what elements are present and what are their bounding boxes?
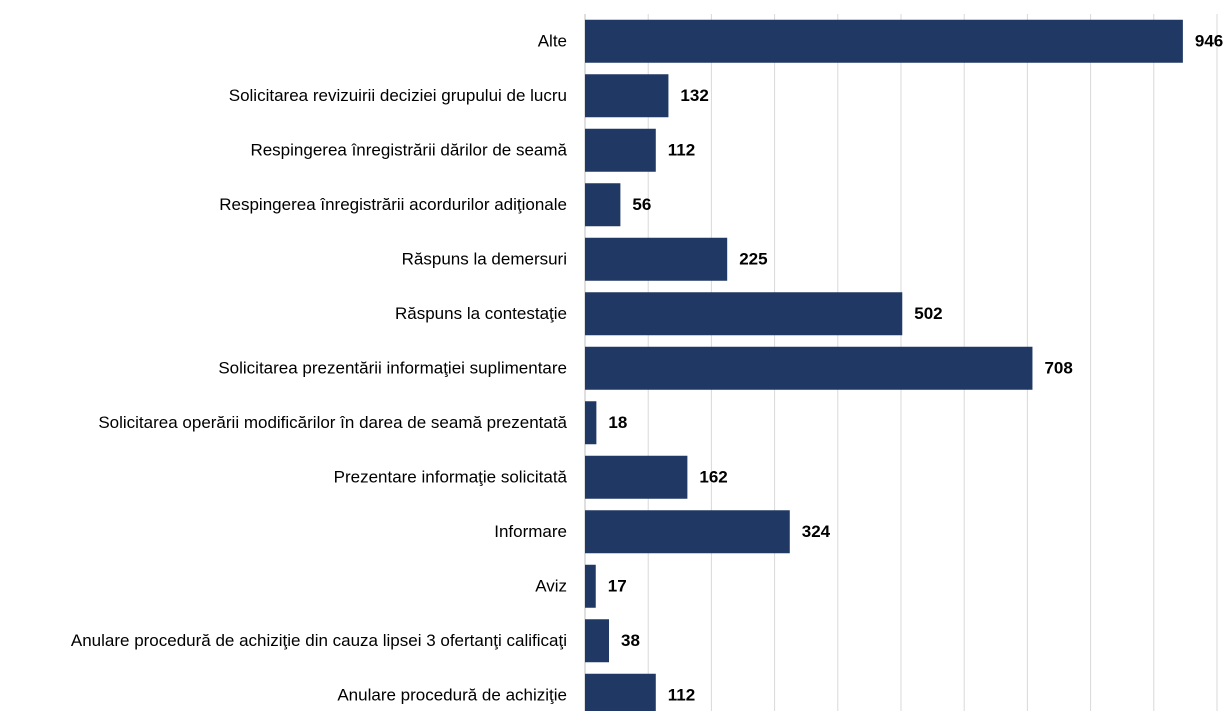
y-tick-label: Anulare procedură de achiziţie [337,686,567,705]
y-tick-label: Aviz [535,577,567,596]
bar [585,619,610,663]
y-tick-label: Solicitarea operării modificărilor în da… [98,413,567,432]
y-tick-label: Respingerea înregistrării dărilor de sea… [250,141,567,160]
data-label: 132 [680,86,708,105]
y-tick-label: Răspuns la contestaţie [395,304,567,323]
y-tick-label: Solicitarea revizuirii deciziei grupului… [229,86,567,105]
data-label: 502 [914,304,942,323]
bar [585,74,669,118]
bar [585,183,621,227]
bar [585,564,596,608]
bar [585,510,790,554]
y-tick-label: Solicitarea prezentării informaţiei supl… [218,359,567,378]
data-label: 162 [699,468,727,487]
bar [585,401,597,445]
y-tick-label: Informare [494,522,567,541]
data-label: 56 [632,195,651,214]
data-label: 112 [668,141,695,160]
data-label: 946 [1195,32,1223,51]
bar [585,128,656,172]
data-label: 38 [621,631,640,650]
y-tick-label: Anulare procedură de achiziţie din cauza… [71,631,567,650]
data-label: 18 [608,413,627,432]
data-label: 708 [1044,359,1072,378]
data-label: 225 [739,250,767,269]
y-tick-label: Prezentare informaţie solicitată [334,468,568,487]
y-tick-label: Răspuns la demersuri [402,250,567,269]
bar [585,237,728,281]
bar [585,673,656,711]
y-tick-label: Respingerea înregistrării acordurilor ad… [219,195,567,214]
data-label: 112 [668,686,695,705]
data-label: 17 [608,577,627,596]
bar [585,346,1033,390]
bar [585,292,903,336]
bar [585,19,1183,63]
bar [585,455,688,499]
data-label: 324 [802,522,831,541]
y-tick-label: Alte [538,32,567,51]
